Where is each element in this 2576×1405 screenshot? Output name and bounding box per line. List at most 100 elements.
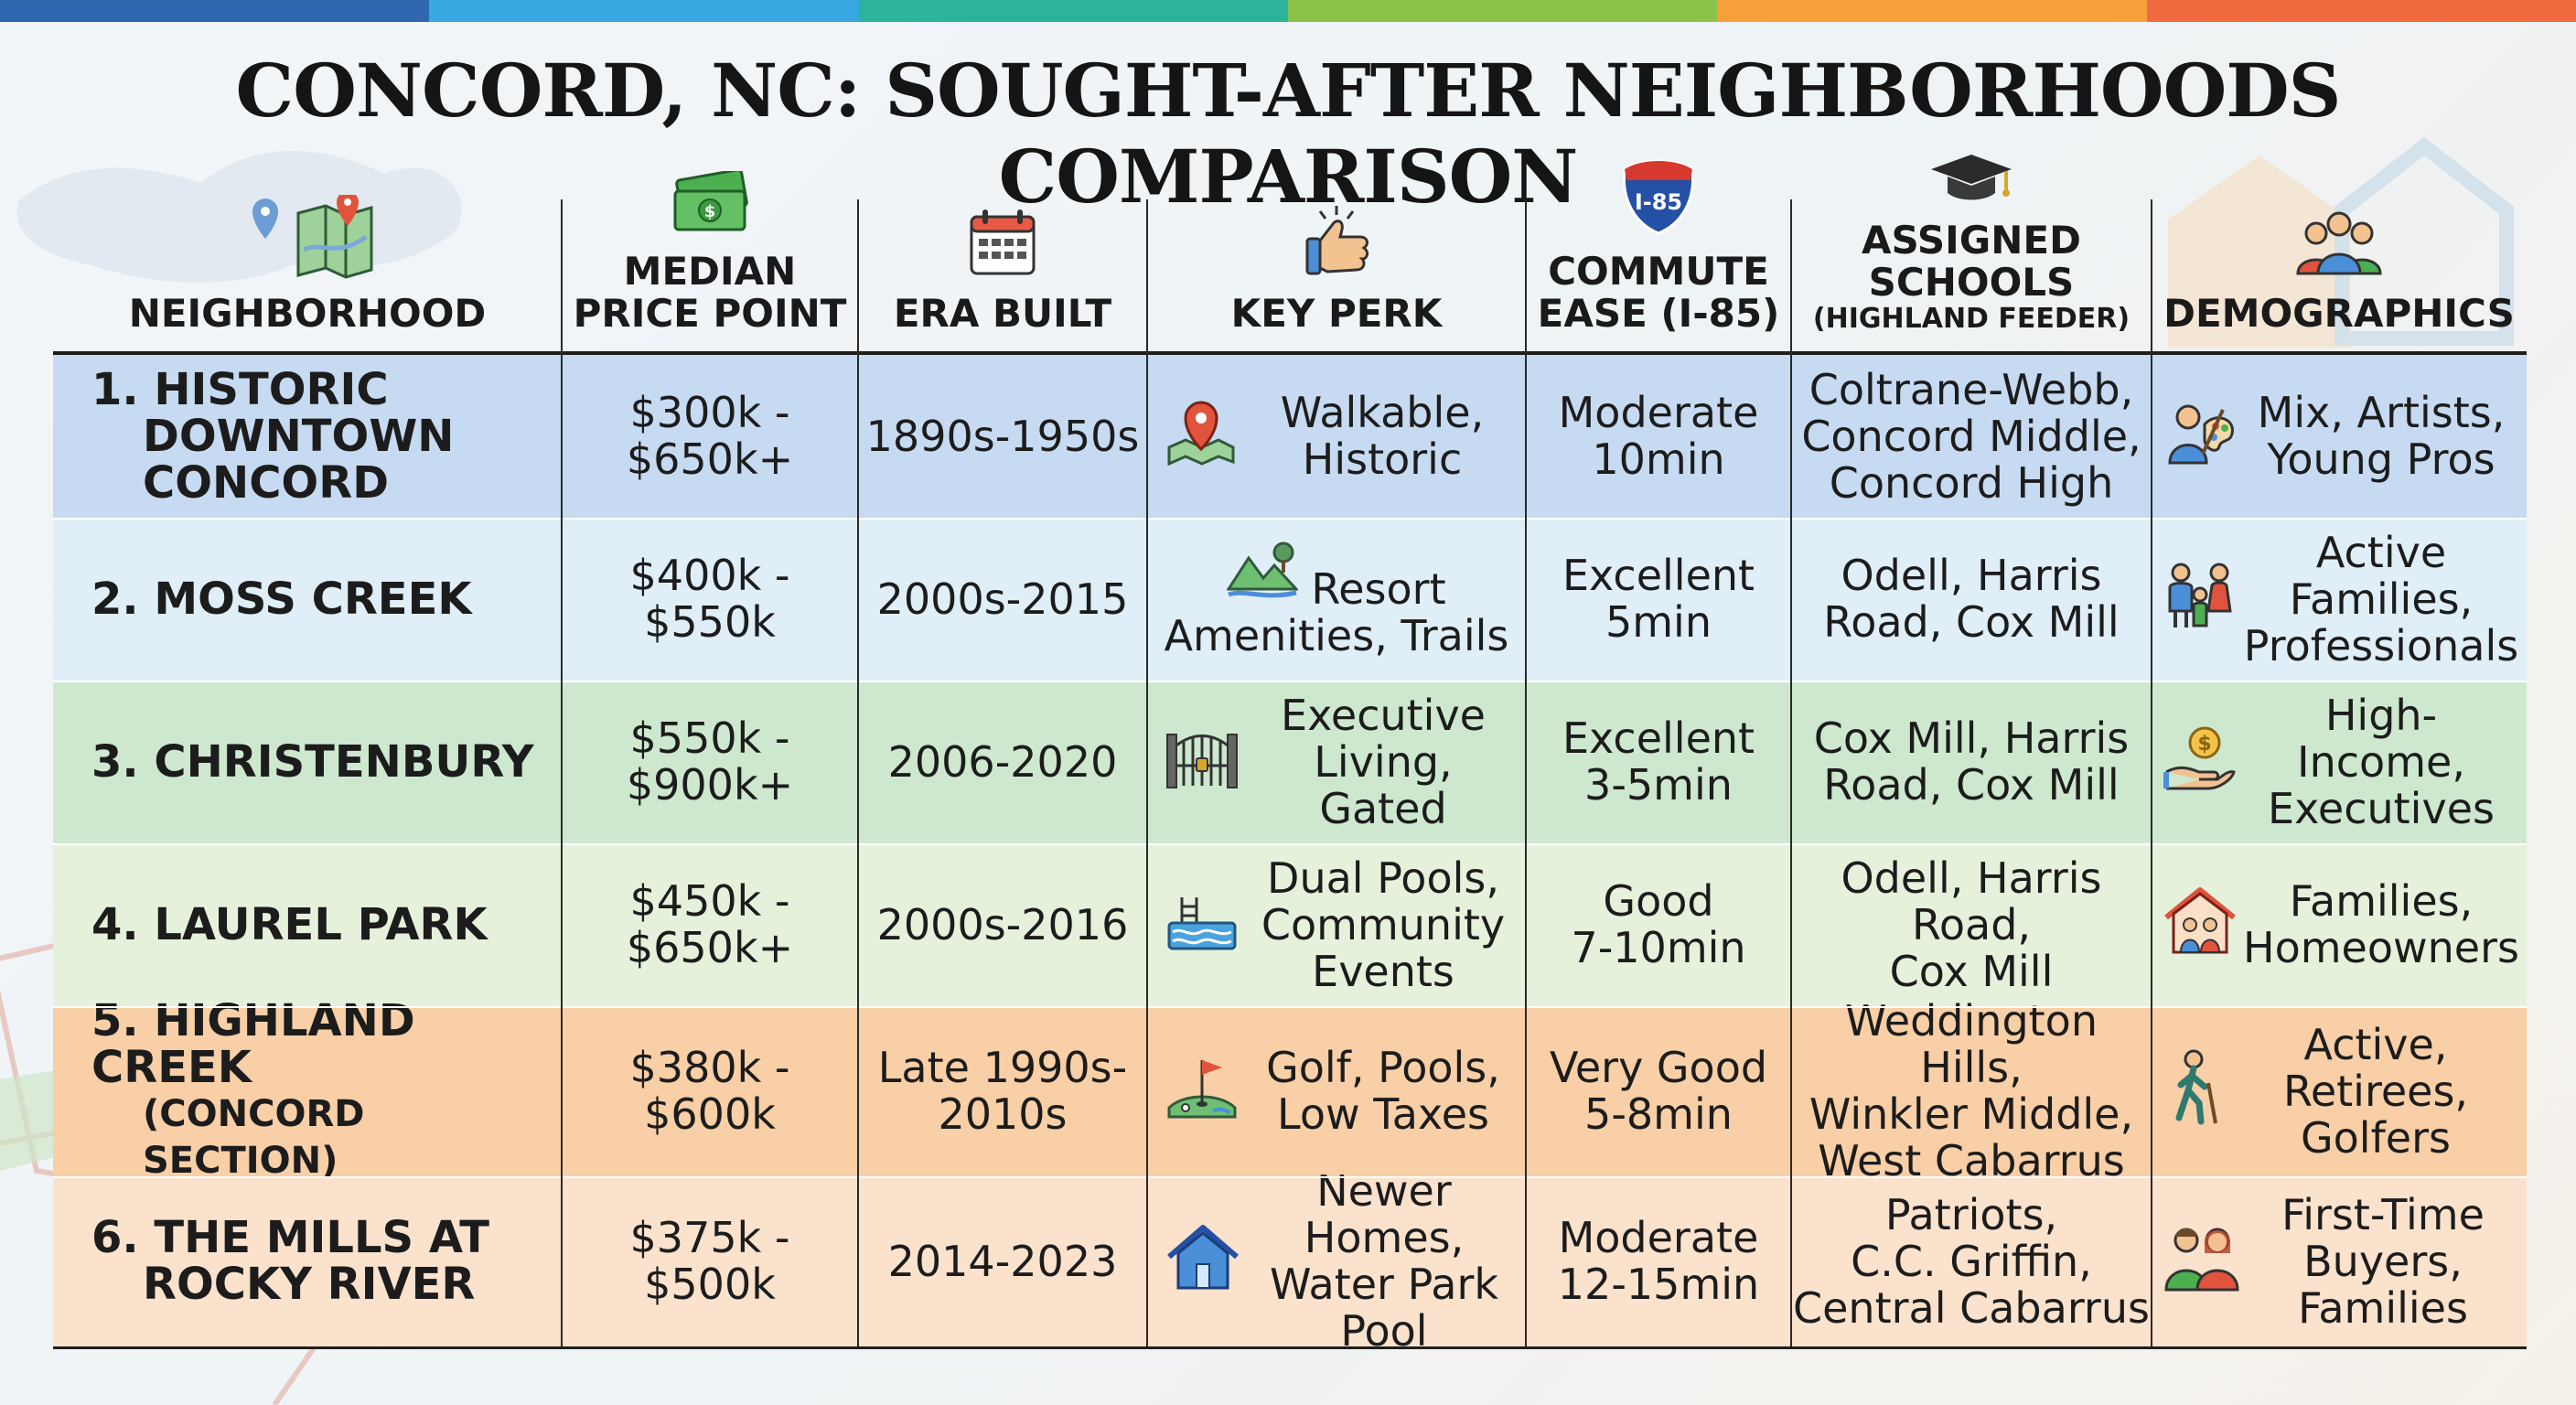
- stripe-segment: [2146, 0, 2576, 22]
- table-row: 2. MOSS CREEK $400k - $550k 2000s-2015 Resor…: [53, 518, 2527, 681]
- text-line: Excellent: [1562, 551, 1755, 600]
- text-line: Homeowners: [2243, 923, 2519, 972]
- pool-icon: [1165, 888, 1239, 961]
- demographics-value: Families, Homeowners: [2152, 843, 2527, 1006]
- header-label: MEDIAN PRICE POINT: [574, 251, 847, 335]
- text-line: 10min: [1592, 434, 1725, 484]
- text-line: C.C. Griffin,: [1851, 1236, 2092, 1286]
- column-divider: [1790, 199, 1792, 1346]
- row-divider: [53, 1176, 2527, 1178]
- artist-icon: [2163, 397, 2238, 476]
- header-commute-ease: I-85 COMMUTE EASE (I-85): [1526, 159, 1791, 351]
- mountain-trail-icon: [1226, 540, 1300, 613]
- text-line: 7-10min: [1571, 923, 1746, 972]
- stripe-segment: [1717, 0, 2147, 22]
- table-header: NEIGHBORHOOD $ MEDIAN PRICE POINT ERA BUILT K…: [53, 155, 2527, 351]
- text-line: Central Cabarrus: [1793, 1282, 2150, 1333]
- table-row: 1. HISTORIC DOWNTOWN CONCORD $300k - $650k+ 1…: [53, 355, 2527, 518]
- header-label: ASSIGNED SCHOOLS: [1862, 220, 2081, 304]
- text-line: 4. LAUREL PARK: [91, 898, 488, 950]
- column-divider: [2151, 199, 2152, 1346]
- column-divider: [561, 199, 563, 1346]
- family-icon: [2163, 558, 2238, 640]
- text-line: 2000s-2015: [876, 574, 1129, 624]
- era-text: 1890s-1950s: [866, 413, 1140, 460]
- text-line: Young Pros: [2267, 434, 2496, 484]
- text-line: Moderate: [1558, 1213, 1759, 1262]
- header-assigned-schools: ASSIGNED SCHOOLS (HIGHLAND FEEDER): [1791, 155, 2152, 351]
- key-perk-value: Dual Pools, Community Events: [1147, 843, 1526, 1006]
- schools-text: Coltrane-Webb, Concord Middle, Concord Hig…: [1801, 366, 2141, 507]
- text-line: Active,: [2303, 1019, 2448, 1069]
- demographics-value: $ High-Income, Executives: [2152, 681, 2527, 843]
- header-era-built: ERA BUILT: [858, 199, 1147, 351]
- neighborhood-name-text: 1. HISTORIC DOWNTOWN CONCORD: [91, 366, 454, 507]
- assigned-schools-value: Odell, Harris Road, Cox Mill: [1791, 843, 2152, 1006]
- key-perk-value: Resort Amenities, Trails: [1147, 518, 1526, 681]
- text-line: 2006-2020: [887, 736, 1118, 787]
- text-line: Odell, Harris: [1841, 551, 2102, 600]
- key-perk-value: Golf, Pools, Low Taxes: [1147, 1006, 1526, 1176]
- header-label: DEMOGRAPHICS: [2163, 293, 2515, 335]
- golf-icon: [1165, 1053, 1239, 1130]
- price-text: $300k - $650k+: [627, 390, 793, 483]
- text-line: $450k -: [629, 876, 790, 926]
- perk-text: Walkable, Historic: [1246, 390, 1519, 483]
- header-label: ERA BUILT: [894, 293, 1111, 335]
- era-built-value: 2000s-2015: [858, 518, 1147, 681]
- text-line: Retirees,: [2282, 1066, 2469, 1116]
- svg-text:$: $: [704, 202, 716, 221]
- text-line: Water Park: [1269, 1260, 1498, 1309]
- text-line: First-Time: [2281, 1189, 2485, 1239]
- schools-text: Odell, Harris Road, Cox Mill: [1793, 854, 2150, 995]
- text-line: Professionals: [2243, 620, 2519, 670]
- commute-ease-value: Good 7-10min: [1526, 843, 1791, 1006]
- header-label: KEY PERK: [1231, 293, 1443, 335]
- era-built-value: 1890s-1950s: [858, 355, 1147, 518]
- text-line: MEDIAN: [623, 249, 797, 294]
- text-line: DEMOGRAPHICS: [2163, 291, 2515, 336]
- stripe-segment: [0, 0, 430, 22]
- neighborhood-name-text: 6. THE MILLS AT ROCKY RIVER: [91, 1215, 489, 1308]
- text-line: Very Good: [1549, 1043, 1768, 1092]
- era-text: 2014-2023: [887, 1236, 1118, 1286]
- header-median-price: $ MEDIAN PRICE POINT: [562, 168, 858, 351]
- text-line: ERA BUILT: [893, 291, 1112, 336]
- thumbs-up-icon: [1300, 202, 1373, 287]
- text-line: Newer Homes,: [1304, 1166, 1465, 1262]
- demographics-value: Active Families, Professionals: [2152, 518, 2527, 681]
- header-rule: [53, 351, 2527, 355]
- row-divider: [53, 681, 2527, 682]
- perk-text: Newer Homes, Water Park Pool: [1250, 1168, 1519, 1355]
- text-line: Families: [2298, 1282, 2468, 1333]
- map-location-icon: [1165, 396, 1237, 477]
- text-line: Resort: [1311, 563, 1446, 614]
- page-title: CONCORD, NC: SOUGHT-AFTER NEIGHBORHOODS …: [235, 48, 2342, 220]
- text-line: 1890s-1950s: [865, 411, 1140, 461]
- schools-text: Cox Mill, Harris Road, Cox Mill: [1814, 715, 2130, 809]
- gate-icon: [1165, 725, 1239, 799]
- neighborhood-name: 4. LAUREL PARK: [53, 843, 562, 1006]
- text-line: 5-8min: [1584, 1089, 1733, 1139]
- neighborhood-subname: (CONCORD SECTION): [143, 1093, 365, 1182]
- header-demographics: DEMOGRAPHICS: [2152, 199, 2527, 351]
- text-line: Historic: [1302, 434, 1463, 484]
- era-built-value: 2014-2023: [858, 1176, 1147, 1346]
- text-line: 5min: [1605, 597, 1712, 647]
- neighborhood-name: 1. HISTORIC DOWNTOWN CONCORD: [53, 355, 562, 518]
- median-price-value: $300k - $650k+: [562, 355, 858, 518]
- text-line: 2014-2023: [887, 1236, 1118, 1286]
- commute-text: Excellent 3-5min: [1562, 715, 1755, 809]
- price-text: $450k - $650k+: [627, 878, 793, 971]
- couple-icon: [2163, 1220, 2241, 1303]
- header-label: COMMUTE EASE (I-85): [1538, 251, 1780, 335]
- price-text: $375k - $500k: [630, 1215, 790, 1308]
- text-line: Events: [1312, 946, 1454, 996]
- money-icon: $: [666, 168, 754, 245]
- commute-ease-value: Excellent 3-5min: [1526, 681, 1791, 843]
- table-row: 3. CHRISTENBURY $550k - $900k+ 2006-2020 Exe…: [53, 681, 2527, 843]
- commute-text: Moderate 12-15min: [1558, 1215, 1759, 1308]
- demographics-text: Active Families, Professionals: [2243, 529, 2519, 670]
- neighborhood-name-text: 3. CHRISTENBURY: [91, 738, 534, 786]
- text-line: Concord Middle,: [1801, 411, 2141, 461]
